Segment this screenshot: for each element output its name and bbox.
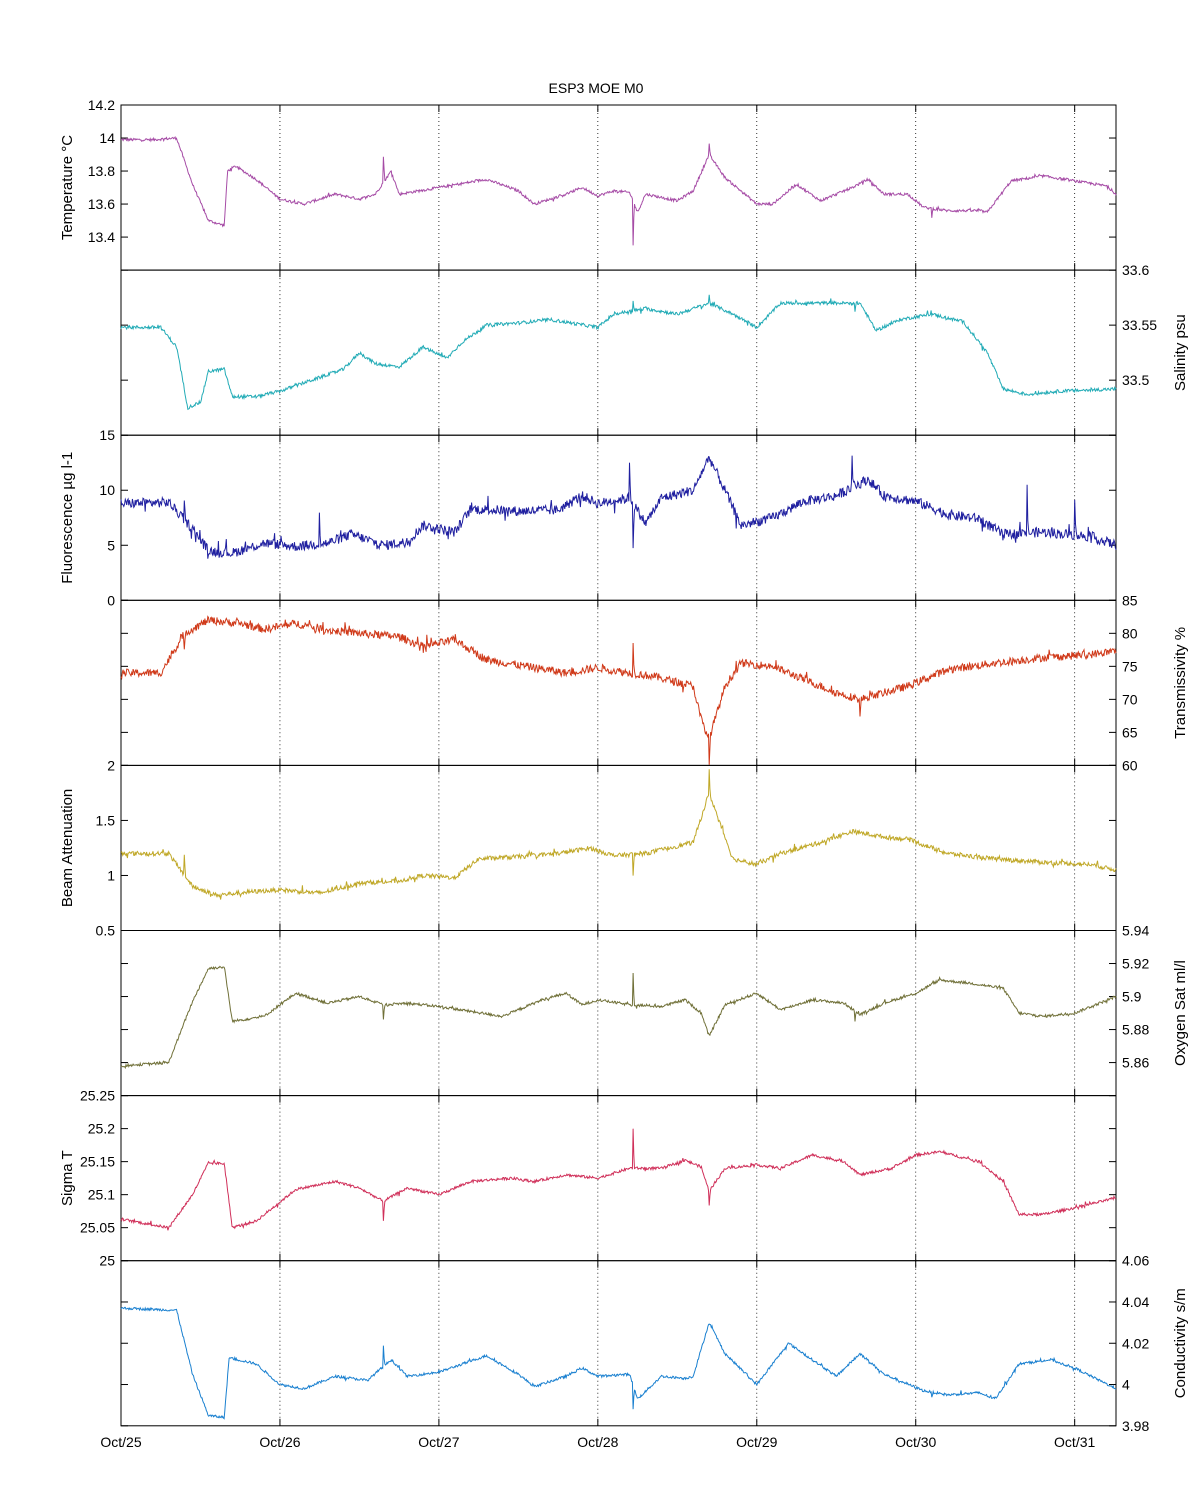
panel-frame: [120, 599, 1117, 766]
y-tick-label: 5.88: [1122, 1022, 1149, 1038]
y-tick-label: 25.1: [88, 1187, 115, 1203]
y-tick-label: 25.05: [80, 1220, 115, 1236]
y-tick-label: 60: [1122, 757, 1138, 773]
y-tick-label: 0.5: [96, 923, 116, 939]
y-tick-label: 14: [99, 130, 115, 146]
y-tick-label: 13.6: [88, 196, 115, 212]
x-tick-label: Oct/29: [736, 1434, 777, 1450]
y-tick-label: 10: [99, 482, 115, 498]
y-tick-label: 33.5: [1122, 372, 1149, 388]
y-tick-label: 25.15: [80, 1154, 115, 1170]
y-tick-label: 4.02: [1122, 1335, 1149, 1351]
y-axis-label: Conductivity s/m: [1172, 1288, 1189, 1398]
y-tick-label: 4: [1122, 1377, 1130, 1393]
y-tick-label: 5: [107, 537, 115, 553]
panel-frame: [120, 104, 1117, 271]
y-axis-label: Oxygen Sat ml/l: [1172, 960, 1189, 1066]
y-tick-label: 65: [1122, 724, 1138, 740]
y-tick-label: 5.94: [1122, 923, 1149, 939]
chart-title: ESP3 MOE M0: [549, 80, 644, 96]
y-tick-label: 75: [1122, 658, 1138, 674]
series-sigma-t: [120, 1128, 1117, 1231]
y-tick-label: 4.06: [1122, 1253, 1149, 1269]
y-tick-label: 13.8: [88, 163, 115, 179]
y-tick-label: 33.6: [1122, 262, 1149, 278]
panel-conductivity: 3.98 4 4.02 4.04 4.06 Conductivity s/m: [120, 1253, 1189, 1434]
x-tick-label: Oct/31: [1054, 1434, 1095, 1450]
series-transmissivity: [120, 615, 1117, 765]
panel-transmissivity: 60 65 70 75 80 85 Transmissivity %: [120, 592, 1189, 773]
panel-frame: [120, 764, 1117, 932]
y-axis-label: Fluorescence µg l-1: [59, 452, 76, 584]
x-tick-label: Oct/27: [418, 1434, 459, 1450]
y-tick-label: 5.9: [1122, 989, 1142, 1005]
y-tick-label: 13.4: [88, 229, 115, 245]
panel-temperature: 13.4 13.6 13.8 14 14.2 Temperature °C: [59, 97, 1117, 271]
y-tick-label: 15: [99, 427, 115, 443]
y-tick-label: 1: [107, 867, 115, 883]
y-tick-label: 1.5: [96, 812, 116, 828]
series-fluorescence: [120, 455, 1117, 559]
panel-beam-attenuation: 0.5 1 1.5 2 Beam Attenuation: [59, 757, 1117, 939]
y-tick-label: 3.98: [1122, 1418, 1149, 1434]
panel-frame: [120, 269, 1117, 436]
series-beam-attenuation: [120, 769, 1117, 900]
y-tick-label: 4.04: [1122, 1294, 1149, 1310]
panel-salinity: 33.5 33.55 33.6 Salinity psu: [120, 262, 1189, 436]
y-tick-label: 25: [99, 1253, 115, 1269]
y-tick-label: 80: [1122, 625, 1138, 641]
y-tick-label: 25.2: [88, 1121, 115, 1137]
series-salinity: [120, 294, 1117, 411]
y-tick-label: 5.86: [1122, 1055, 1149, 1071]
x-tick-label: Oct/30: [895, 1434, 936, 1450]
y-axis-label: Salinity psu: [1172, 314, 1189, 391]
y-tick-label: 0: [107, 592, 115, 608]
panel-sigma-t: 25 25.05 25.1 25.15 25.2 25.25 Sigma T: [59, 1088, 1117, 1269]
y-axis-label: Sigma T: [59, 1150, 76, 1206]
y-axis-label: Temperature °C: [59, 135, 76, 240]
y-tick-label: 85: [1122, 592, 1138, 608]
y-tick-label: 33.55: [1122, 317, 1157, 333]
y-tick-label: 2: [107, 757, 115, 773]
x-tick-label: Oct/26: [259, 1434, 300, 1450]
panel-frame: [120, 1260, 1117, 1427]
y-axis-label: Beam Attenuation: [59, 789, 76, 907]
panel-oxygen-sat: 5.86 5.88 5.9 5.92 5.94 Oxygen Sat ml/l: [120, 923, 1189, 1097]
series-oxygen-sat: [120, 965, 1117, 1070]
y-tick-label: 25.25: [80, 1088, 115, 1104]
x-tick-label: Oct/28: [577, 1434, 618, 1450]
series-conductivity: [120, 1306, 1117, 1420]
series-temperature: [121, 135, 1117, 246]
y-tick-label: 14.2: [88, 97, 115, 113]
y-axis-label: Transmissivity %: [1172, 627, 1189, 739]
y-tick-label: 5.92: [1122, 956, 1149, 972]
x-tick-label: Oct/25: [100, 1434, 141, 1450]
y-tick-label: 70: [1122, 691, 1138, 707]
panel-frame: [120, 1095, 1117, 1262]
panel-fluorescence: 0 5 10 15 Fluorescence µg l-1: [59, 427, 1117, 608]
